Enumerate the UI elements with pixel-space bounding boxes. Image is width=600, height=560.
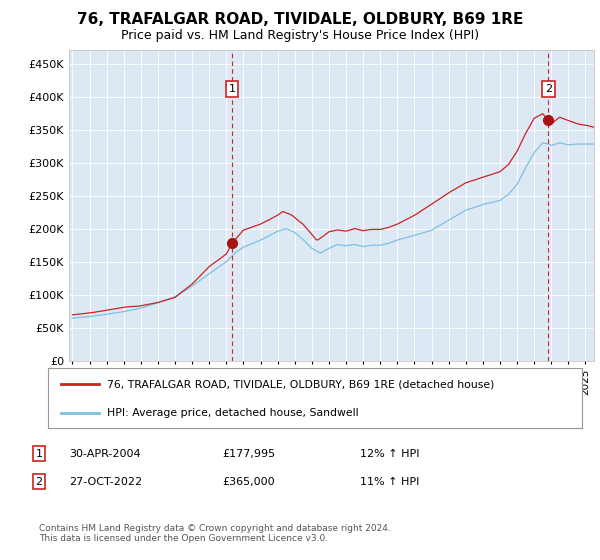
- Text: 27-OCT-2022: 27-OCT-2022: [69, 477, 142, 487]
- Text: 11% ↑ HPI: 11% ↑ HPI: [360, 477, 419, 487]
- Text: 12% ↑ HPI: 12% ↑ HPI: [360, 449, 419, 459]
- Text: 2: 2: [545, 84, 552, 94]
- Text: 2: 2: [35, 477, 43, 487]
- Text: 76, TRAFALGAR ROAD, TIVIDALE, OLDBURY, B69 1RE: 76, TRAFALGAR ROAD, TIVIDALE, OLDBURY, B…: [77, 12, 523, 27]
- Text: Price paid vs. HM Land Registry's House Price Index (HPI): Price paid vs. HM Land Registry's House …: [121, 29, 479, 42]
- Text: 1: 1: [35, 449, 43, 459]
- Text: 1: 1: [229, 84, 235, 94]
- Text: HPI: Average price, detached house, Sandwell: HPI: Average price, detached house, Sand…: [107, 408, 358, 418]
- Text: 30-APR-2004: 30-APR-2004: [69, 449, 140, 459]
- Text: 76, TRAFALGAR ROAD, TIVIDALE, OLDBURY, B69 1RE (detached house): 76, TRAFALGAR ROAD, TIVIDALE, OLDBURY, B…: [107, 379, 494, 389]
- Text: £177,995: £177,995: [222, 449, 275, 459]
- Text: Contains HM Land Registry data © Crown copyright and database right 2024.
This d: Contains HM Land Registry data © Crown c…: [39, 524, 391, 543]
- Text: £365,000: £365,000: [222, 477, 275, 487]
